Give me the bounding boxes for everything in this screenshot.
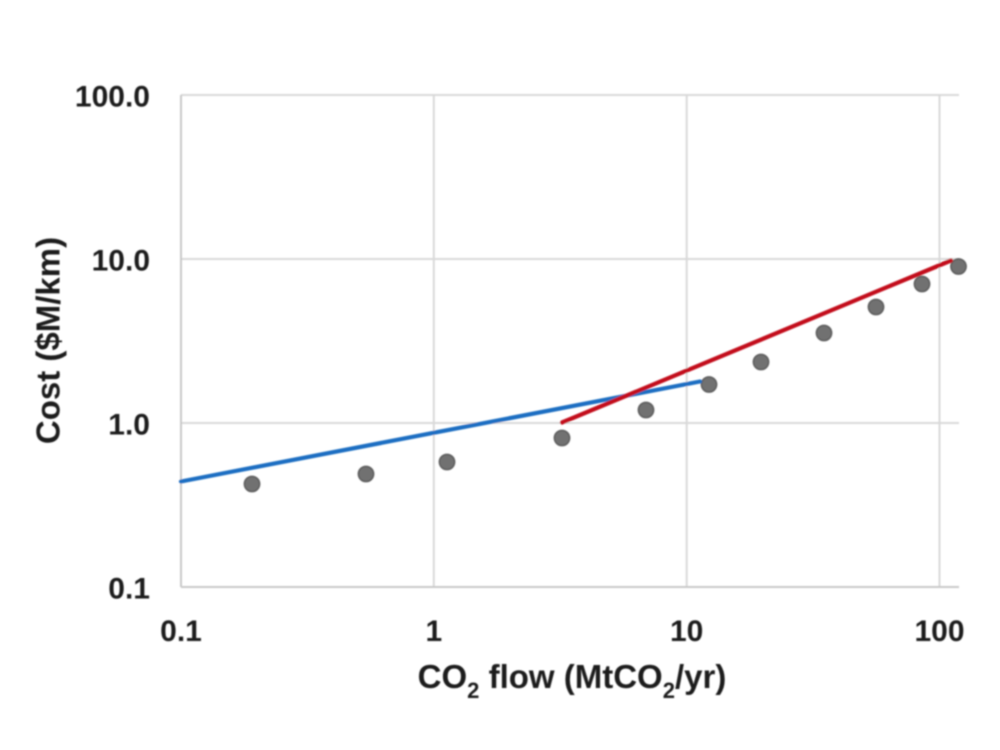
svg-text:1: 1 [425, 615, 442, 648]
svg-text:0.1: 0.1 [160, 615, 202, 648]
svg-text:CO2 flow (MtCO2/yr): CO2 flow (MtCO2/yr) [418, 658, 727, 703]
svg-text:1.0: 1.0 [108, 409, 150, 442]
svg-text:Cost ($M/km): Cost ($M/km) [30, 237, 67, 444]
svg-text:0.1: 0.1 [108, 573, 150, 606]
svg-text:100: 100 [914, 615, 964, 648]
svg-text:100.0: 100.0 [75, 81, 150, 114]
svg-text:10.0: 10.0 [92, 245, 150, 278]
svg-text:10: 10 [670, 615, 703, 648]
